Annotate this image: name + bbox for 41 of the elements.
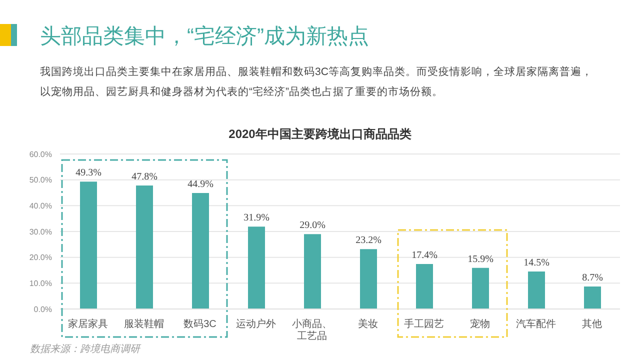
bar [192,193,209,309]
x-tick-label: 手工园艺 [404,318,444,330]
y-tick-label: 50.0% [29,176,52,185]
text: 头部品类集中，“宅经济”成为新热点 [40,24,369,50]
bar [584,286,601,309]
data-label: 8.7% [582,272,603,284]
data-label: 23.2% [356,235,382,246]
y-tick-label: 60.0% [29,150,52,159]
bar [136,186,153,309]
x-tick-label: 美妆 [358,318,378,330]
y-tick-label: 20.0% [29,253,52,262]
data-label: 31.9% [244,212,270,224]
x-tick-label: 家居家具 [68,318,108,330]
bar [248,226,265,309]
data-label: 29.0% [300,220,326,232]
bar [416,264,433,309]
x-tick-label: 小商品、工艺品 [292,318,332,342]
source-note: 数据来源：跨境电商调研 [30,342,140,356]
data-label: 14.5% [524,258,550,269]
y-tick-label: 10.0% [29,279,52,288]
data-label: 49.3% [76,168,102,179]
x-tick-label: 服装鞋帽 [124,318,164,330]
bar [360,249,377,309]
data-label: 44.9% [188,179,214,190]
bar [472,268,489,309]
y-tick-label: 40.0% [29,202,52,211]
x-tick-label: 其他 [582,318,602,330]
x-tick-label: 宠物 [470,318,490,330]
bar [528,272,545,309]
x-tick-label: 汽车配件 [516,318,556,330]
bar [304,234,321,309]
data-label: 17.4% [412,250,438,262]
text: 我国跨境出口品类主要集中在家居用品、服装鞋帽和数码3C等高复购率品类。而受疫情影响，全球居家隔离普遍，以宠物用品、园艺厨具和健身器材为代表的“宅经济”品类也占据了重要的市场份额。 [40,65,594,100]
x-tick-label: 数码3C [184,319,216,330]
y-tick-label: 0.0% [34,304,52,314]
x-tick-label: 运动户外 [236,318,276,330]
data-label: 15.9% [468,254,494,265]
bar [80,182,97,309]
y-tick-label: 30.0% [29,227,52,236]
chart-title: 2020年中国主要跨境出口商品品类 [228,126,412,143]
data-label: 47.8% [132,172,158,183]
